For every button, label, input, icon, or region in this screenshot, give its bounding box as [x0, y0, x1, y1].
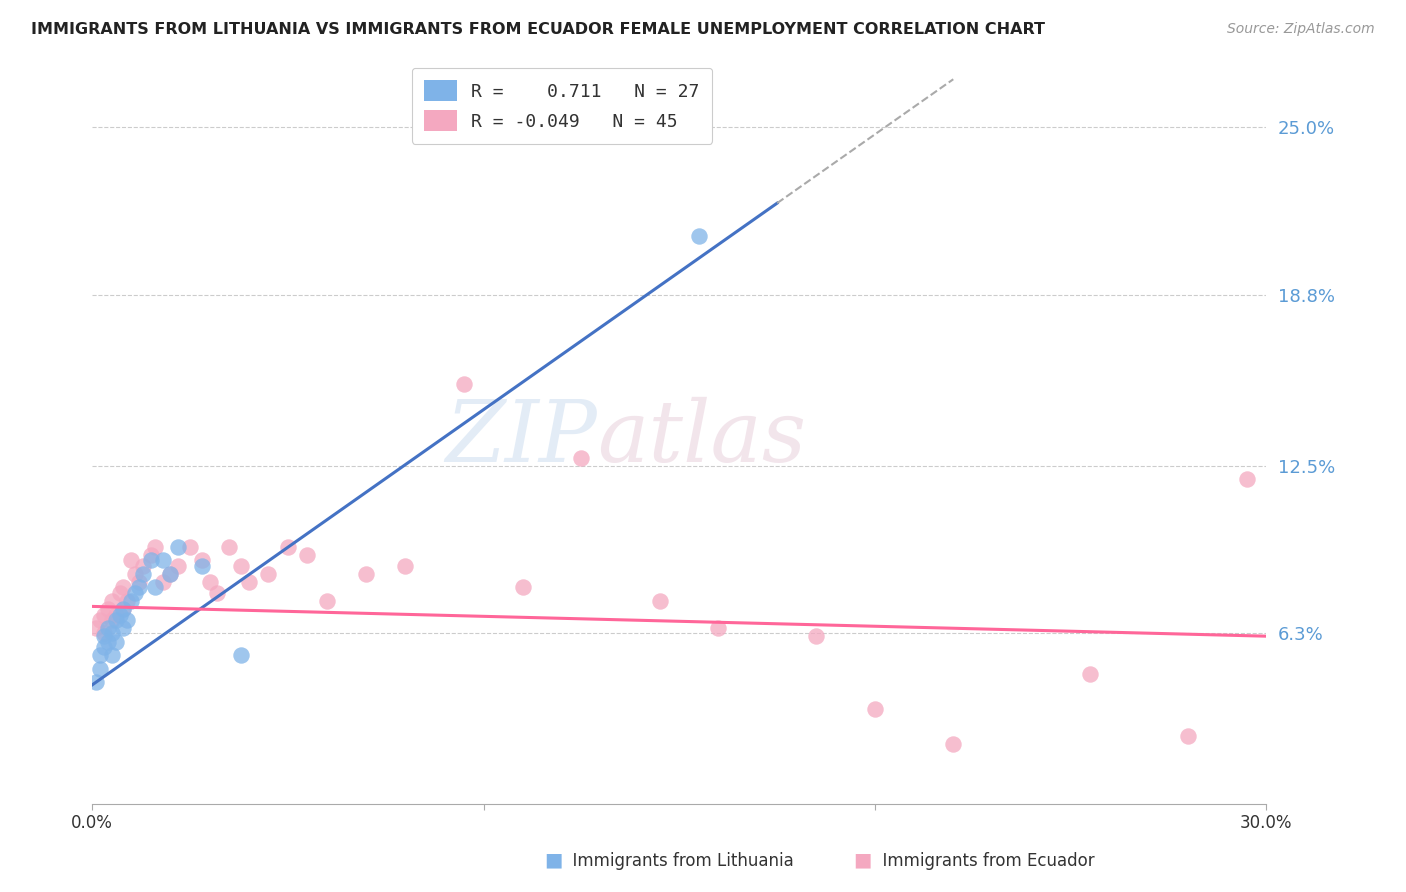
- Point: [863, 702, 886, 716]
- Point: [112, 602, 135, 616]
- Point: [143, 581, 166, 595]
- Point: [84, 675, 107, 690]
- Point: [394, 558, 416, 573]
- Point: [453, 377, 475, 392]
- Point: [152, 553, 174, 567]
- Point: [124, 566, 146, 581]
- Point: [104, 613, 127, 627]
- Point: [124, 586, 146, 600]
- Point: [104, 634, 127, 648]
- Text: ■: ■: [853, 851, 872, 870]
- Point: [1078, 667, 1101, 681]
- Point: [648, 594, 671, 608]
- Point: [108, 607, 131, 622]
- Point: [100, 648, 122, 662]
- Text: Immigrants from Lithuania: Immigrants from Lithuania: [562, 852, 794, 870]
- Point: [100, 626, 122, 640]
- Point: [84, 621, 107, 635]
- Point: [198, 575, 221, 590]
- Point: [942, 738, 965, 752]
- Point: [97, 602, 120, 616]
- Point: [108, 586, 131, 600]
- Point: [218, 540, 240, 554]
- Point: [152, 575, 174, 590]
- Point: [207, 586, 229, 600]
- Point: [89, 613, 111, 627]
- Point: [179, 540, 201, 554]
- Point: [229, 648, 252, 662]
- Point: [238, 575, 260, 590]
- Point: [1236, 472, 1258, 486]
- Point: [159, 566, 181, 581]
- Point: [512, 581, 534, 595]
- Point: [104, 607, 127, 622]
- Point: [143, 540, 166, 554]
- Point: [128, 575, 150, 590]
- Text: atlas: atlas: [598, 397, 806, 480]
- Point: [97, 634, 120, 648]
- Point: [316, 594, 339, 608]
- Point: [117, 613, 139, 627]
- Point: [132, 558, 155, 573]
- Point: [93, 607, 115, 622]
- Point: [97, 621, 120, 635]
- Point: [354, 566, 377, 581]
- Point: [139, 548, 162, 562]
- Point: [688, 228, 710, 243]
- Point: [112, 602, 135, 616]
- Text: Immigrants from Ecuador: Immigrants from Ecuador: [872, 852, 1094, 870]
- Point: [571, 450, 593, 465]
- Point: [297, 548, 319, 562]
- Point: [167, 558, 190, 573]
- Point: [89, 662, 111, 676]
- Point: [277, 540, 299, 554]
- Point: [159, 566, 181, 581]
- Text: ZIP: ZIP: [446, 397, 598, 480]
- Point: [120, 594, 142, 608]
- Text: Source: ZipAtlas.com: Source: ZipAtlas.com: [1227, 22, 1375, 37]
- Point: [132, 566, 155, 581]
- Point: [1177, 729, 1199, 743]
- Point: [93, 629, 115, 643]
- Point: [806, 629, 828, 643]
- Point: [229, 558, 252, 573]
- Point: [120, 553, 142, 567]
- Point: [89, 648, 111, 662]
- Text: IMMIGRANTS FROM LITHUANIA VS IMMIGRANTS FROM ECUADOR FEMALE UNEMPLOYMENT CORRELA: IMMIGRANTS FROM LITHUANIA VS IMMIGRANTS …: [31, 22, 1045, 37]
- Point: [112, 621, 135, 635]
- Point: [191, 553, 214, 567]
- Point: [167, 540, 190, 554]
- Point: [257, 566, 280, 581]
- Point: [128, 581, 150, 595]
- Point: [191, 558, 214, 573]
- Point: [139, 553, 162, 567]
- Point: [112, 581, 135, 595]
- Text: ■: ■: [544, 851, 562, 870]
- Point: [93, 626, 115, 640]
- Legend: R =    0.711   N = 27, R = -0.049   N = 45: R = 0.711 N = 27, R = -0.049 N = 45: [412, 68, 713, 144]
- Point: [100, 613, 122, 627]
- Point: [117, 594, 139, 608]
- Point: [93, 640, 115, 654]
- Point: [100, 594, 122, 608]
- Point: [707, 621, 730, 635]
